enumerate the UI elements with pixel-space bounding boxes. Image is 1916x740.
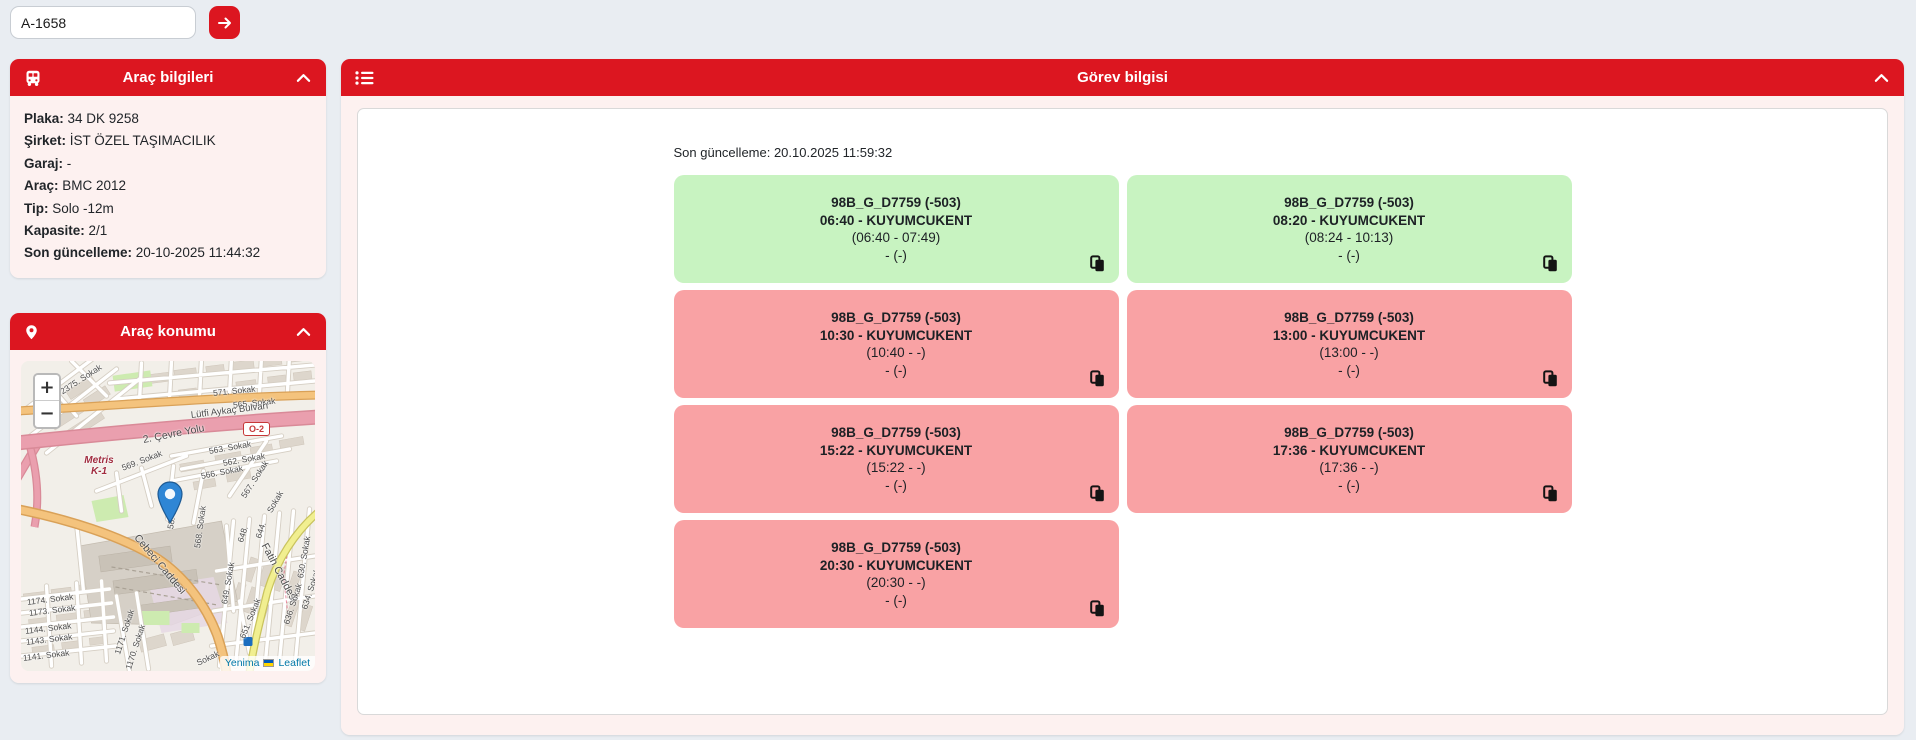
vehicle-location-title: Araç konumu (120, 323, 216, 340)
task-window: (15:22 - -) (866, 460, 926, 475)
search-submit-button[interactable] (209, 6, 240, 39)
task-detail: - (-) (1338, 362, 1360, 378)
copy-icon[interactable] (1542, 370, 1559, 387)
task-route: 98B_G_D7759 (-503) (1284, 310, 1414, 325)
vehicle-info-row: Şirket: İST ÖZEL TAŞIMACILIK (24, 133, 216, 149)
task-detail: - (-) (885, 247, 907, 263)
task-card: 98B_G_D7759 (-503) 20:30 - KUYUMCUKENT (20… (673, 520, 1119, 628)
zoom-out-button[interactable]: − (35, 401, 59, 427)
vehicle-info-panel: Araç bilgileri Plaka: 34 DK 9258 Şirket: … (10, 59, 326, 278)
last-update-text: Son güncelleme: 20.10.2025 11:59:32 (673, 145, 893, 160)
vehicle-info-list: Plaka: 34 DK 9258 Şirket: İST ÖZEL TAŞIMA… (10, 96, 326, 278)
ukraine-flag-icon (263, 659, 275, 667)
task-info-panel: Görev bilgisi Son güncelleme: 20.10.2025… (341, 59, 1904, 735)
vehicle-info-row: Araç: BMC 2012 (24, 178, 127, 194)
vehicle-info-row: Son güncelleme: 20-10-2025 11:44:32 (24, 245, 261, 261)
chevron-up-icon[interactable] (296, 327, 311, 337)
task-stop: 08:20 - KUYUMCUKENT (1272, 212, 1426, 228)
task-card: 98B_G_D7759 (-503) 17:36 - KUYUMCUKENT (17… (1126, 405, 1572, 513)
task-window: (20:30 - -) (866, 575, 926, 590)
task-route: 98B_G_D7759 (-503) (831, 195, 961, 210)
zoom-in-button[interactable]: + (35, 375, 59, 401)
chevron-up-icon[interactable] (1874, 73, 1889, 83)
task-card: 98B_G_D7759 (-503) 15:22 - KUYUMCUKENT (15… (673, 405, 1119, 513)
vehicle-info-row: Plaka: 34 DK 9258 (24, 111, 139, 126)
task-list-card: Son güncelleme: 20.10.2025 11:59:32 98B_… (357, 108, 1888, 715)
task-stop: 20:30 - KUYUMCUKENT (819, 557, 973, 573)
task-card: 98B_G_D7759 (-503) 08:20 - KUYUMCUKENT (08… (1126, 175, 1572, 283)
task-window: (10:40 - -) (866, 345, 926, 360)
copy-icon[interactable] (1089, 255, 1106, 272)
vehicle-info-title: Araç bilgileri (122, 69, 214, 86)
task-route: 98B_G_D7759 (-503) (831, 540, 961, 555)
task-grid: 98B_G_D7759 (-503) 06:40 - KUYUMCUKENT (06… (673, 175, 1572, 628)
task-detail: - (-) (1338, 247, 1360, 263)
task-window: (08:24 - 10:13) (1304, 230, 1394, 245)
task-detail: - (-) (1338, 477, 1360, 493)
map-zoom-control: + − (33, 373, 61, 429)
list-icon[interactable] (355, 70, 374, 85)
search-input[interactable] (10, 6, 196, 39)
copy-icon[interactable] (1089, 600, 1106, 617)
task-route: 98B_G_D7759 (-503) (1284, 425, 1414, 440)
task-stop: 06:40 - KUYUMCUKENT (819, 212, 973, 228)
copy-icon[interactable] (1089, 485, 1106, 502)
vehicle-marker-icon[interactable] (157, 481, 183, 529)
task-stop: 17:36 - KUYUMCUKENT (1272, 442, 1426, 458)
vehicle-location-header: Araç konumu (10, 313, 326, 350)
task-route: 98B_G_D7759 (-503) (831, 310, 961, 325)
task-detail: - (-) (885, 477, 907, 493)
vehicle-info-header: Araç bilgileri (10, 59, 326, 96)
arrow-right-icon (217, 15, 233, 31)
copy-icon[interactable] (1089, 370, 1106, 387)
copy-icon[interactable] (1542, 255, 1559, 272)
vehicle-info-row: Tip: Solo -12m (24, 200, 114, 216)
chevron-up-icon[interactable] (296, 73, 311, 83)
task-info-header: Görev bilgisi (341, 59, 1904, 96)
leaflet-link[interactable]: Leaflet (278, 657, 310, 669)
task-card: 98B_G_D7759 (-503) 06:40 - KUYUMCUKENT (06… (673, 175, 1119, 283)
copy-icon[interactable] (1542, 485, 1559, 502)
task-detail: - (-) (885, 362, 907, 378)
task-stop: 13:00 - KUYUMCUKENT (1272, 327, 1426, 343)
task-window: (06:40 - 07:49) (851, 230, 941, 245)
attribution-link[interactable]: Yenima (224, 657, 260, 669)
task-window: (17:36 - -) (1319, 460, 1379, 475)
task-route: 98B_G_D7759 (-503) (1284, 195, 1414, 210)
map-canvas[interactable]: 2375. Sokak 571. Sokak 565. Sokak Lütfi Ayk… (21, 361, 315, 671)
task-detail: - (-) (885, 592, 907, 608)
vehicle-location-panel: Araç konumu (10, 313, 326, 683)
task-stop: 10:30 - KUYUMCUKENT (819, 327, 973, 343)
task-info-title: Görev bilgisi (1077, 69, 1168, 86)
map-pin-icon (24, 324, 39, 340)
task-route: 98B_G_D7759 (-503) (831, 425, 961, 440)
vehicle-info-row: Kapasite: 2/1 (24, 223, 108, 239)
map-attribution: Yenima Leaflet (219, 656, 315, 671)
task-window: (13:00 - -) (1319, 345, 1379, 360)
task-card: 98B_G_D7759 (-503) 13:00 - KUYUMCUKENT (13… (1126, 290, 1572, 398)
task-card: 98B_G_D7759 (-503) 10:30 - KUYUMCUKENT (10… (673, 290, 1119, 398)
bus-icon (24, 69, 42, 87)
task-stop: 15:22 - KUYUMCUKENT (819, 442, 973, 458)
vehicle-info-row: Garaj: - (24, 155, 72, 171)
